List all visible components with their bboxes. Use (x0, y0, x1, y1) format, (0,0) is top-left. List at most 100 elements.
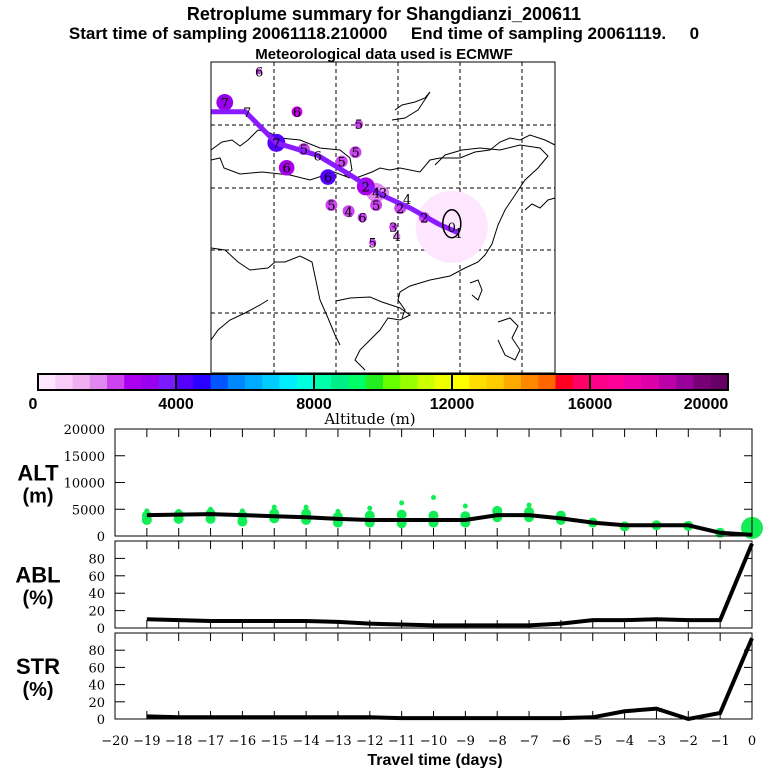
colorbar-segment (555, 374, 574, 390)
altitude-marker (271, 504, 277, 510)
plume-circle (370, 199, 383, 212)
plume-circle (357, 212, 368, 223)
sampling-times: Start time of sampling 20061118.210000 E… (68, 24, 700, 43)
x-tick-label: −16 (229, 734, 256, 749)
colorbar-tick-label: 16000 (568, 396, 613, 413)
str-panel: 80 60 40 20 0 STR(%) (16, 632, 754, 728)
colorbar-tick-label: 4000 (158, 396, 194, 413)
colorbar-segment (693, 374, 712, 390)
altitude-marker (367, 505, 373, 511)
map-frame (210, 61, 556, 374)
altitude-marker (144, 508, 150, 514)
plume-circle (349, 146, 362, 159)
colorbar-segment (158, 374, 177, 390)
plume-circle (256, 68, 263, 75)
plume-day-label: 4 (393, 230, 401, 245)
colorbar-segment (572, 374, 591, 390)
altitude-marker (208, 506, 214, 512)
colorbar-segment (245, 374, 263, 390)
colorbar-segment (659, 374, 677, 390)
plume-day-label: 5 (327, 199, 335, 214)
abl-line (146, 542, 754, 628)
panel-frame (114, 540, 753, 629)
plume-circle (325, 199, 338, 212)
colorbar-segment (55, 374, 73, 390)
plume-day-label: 6 (313, 149, 321, 164)
y-tick-label: 60 (88, 570, 105, 585)
x-tick-label: −11 (388, 734, 415, 749)
x-tick-label: −1 (711, 734, 730, 749)
altitude-colorbar: 0 4000 8000 12000 16000 20000 Altitude (m) (29, 373, 729, 428)
colorbar-segment (452, 374, 470, 390)
plume-day-label: 4 (403, 193, 411, 208)
plume-day-label: 6 (293, 106, 301, 121)
colorbar-segment (676, 374, 694, 390)
altitude-marker (239, 508, 245, 514)
plume-circle (354, 120, 364, 129)
colorbar-segment (434, 374, 453, 390)
x-tick-label: −15 (261, 734, 288, 749)
plume-day-label: 6 (358, 212, 366, 227)
x-tick-label: −9 (456, 734, 475, 749)
plume-day-label: 2 (420, 212, 428, 227)
x-tick-label: −13 (324, 734, 351, 749)
colorbar-tick-label: 0 (29, 396, 38, 413)
y-tick-label: 0 (97, 713, 105, 728)
colorbar-segment (262, 374, 280, 390)
colorbar-segment (38, 374, 56, 390)
colorbar-segment (400, 374, 418, 390)
map-coastline (497, 317, 521, 361)
colorbar-segment (348, 374, 367, 390)
y-tick-label: 15000 (64, 450, 105, 465)
colorbar-segment (538, 374, 556, 390)
plume-day-label: 6 (255, 65, 263, 80)
trajectory-line (211, 109, 460, 236)
colorbar-tick-label: 12000 (430, 396, 475, 413)
colorbar-segment (417, 374, 436, 390)
y-tick-label: 80 (88, 552, 105, 567)
panel-ylabel-unit: (%) (22, 588, 53, 610)
x-tick-label: −4 (615, 734, 634, 749)
y-tick-label: 0 (97, 622, 105, 637)
plume-circle (278, 159, 295, 176)
x-tick-label: −19 (133, 734, 160, 749)
abl-panel: 80 60 40 20 0 ABL(%) (15, 540, 754, 637)
map-coastline (397, 144, 549, 319)
y-tick-label: 0 (97, 530, 105, 545)
x-tick-label: −2 (679, 734, 698, 749)
plume-day-label: 7 (243, 106, 251, 121)
panel-border (114, 428, 753, 537)
x-tick-label: −18 (165, 734, 192, 749)
plume-day-label: 2 (362, 180, 370, 195)
plume-day-label: 4 (344, 205, 352, 220)
panel-ylabel: ABL (15, 563, 60, 588)
plume-day-label: 5 (338, 156, 346, 171)
map-coastline (210, 247, 341, 346)
y-tick-label: 10000 (64, 477, 105, 492)
map-coastline (335, 296, 411, 371)
colorbar-segment (141, 374, 160, 390)
plume-circle (216, 94, 234, 111)
panel-ylabel: ALT (17, 461, 59, 486)
plume-day-label: 4 (372, 187, 380, 202)
y-tick-label: 20 (88, 696, 105, 711)
map-coastline (524, 197, 556, 211)
colorbar-segment (227, 374, 246, 390)
colorbar-segment (296, 374, 315, 390)
map-coastline (210, 299, 269, 341)
plume-circle (320, 169, 336, 185)
colorbar-segment (331, 374, 349, 390)
altitude-marker (462, 503, 468, 509)
plume-circle (335, 155, 348, 168)
plume-day-label: 5 (369, 236, 377, 251)
receptor-marker (442, 208, 462, 239)
plume-circle (393, 232, 401, 240)
panel-border (114, 632, 753, 720)
plume-circle (415, 190, 488, 263)
plume-day-label: 3 (379, 187, 387, 202)
colorbar-segment (72, 374, 91, 390)
plume-circle (291, 106, 303, 118)
x-tick-label: −10 (420, 734, 447, 749)
